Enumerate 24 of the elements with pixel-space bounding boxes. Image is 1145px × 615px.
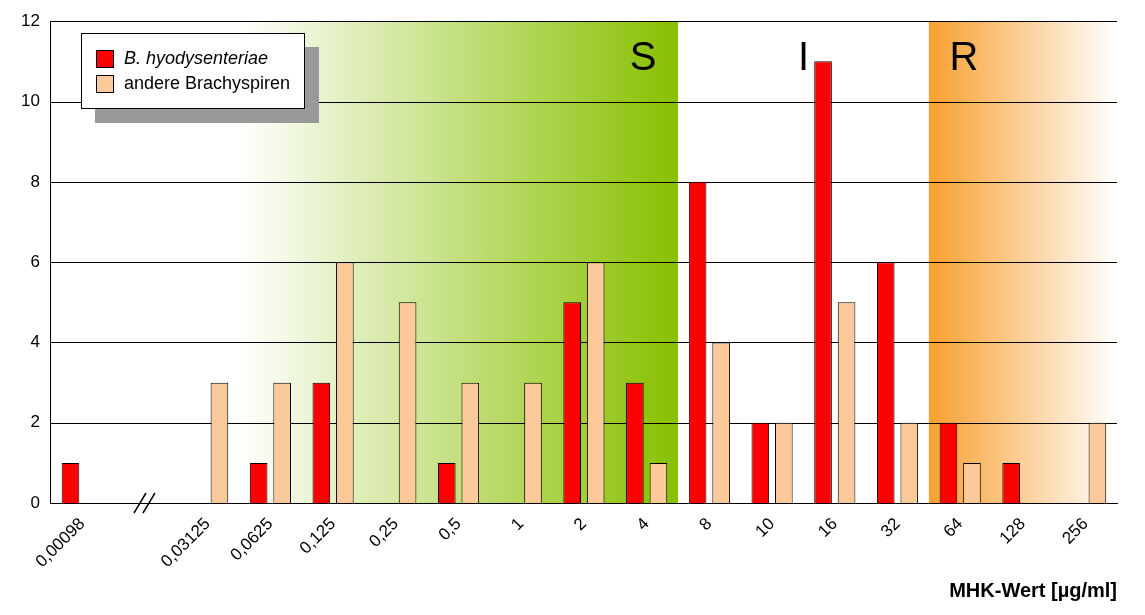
x-tick-label: 128 <box>995 514 1030 548</box>
x-tick-label: 256 <box>1058 514 1092 548</box>
band-label: S <box>629 34 657 79</box>
y-tick-label: 12 <box>20 10 40 30</box>
x-tick-label: 0,5 <box>434 514 465 545</box>
x-tick-label: 32 <box>876 514 904 541</box>
y-tick-label: 6 <box>30 251 40 271</box>
x-tick-label: 8 <box>695 514 716 535</box>
legend-label: andere Brachyspiren <box>123 73 291 95</box>
x-tick-label: 10 <box>751 514 779 541</box>
y-tick-label: 0 <box>30 492 40 512</box>
y-tick-label: 2 <box>30 412 40 432</box>
annotation: I <box>797 34 810 79</box>
legend-label: B. hyodysenteriae <box>123 48 268 70</box>
x-tick-label: 2 <box>569 514 591 535</box>
x-tick-label: 4 <box>632 514 653 535</box>
y-tick-label: 8 <box>30 171 40 191</box>
x-tick-label: 64 <box>939 514 967 541</box>
x-axis-title: MHK-Wert [µg/ml] <box>949 578 1117 601</box>
y-tick-label: 10 <box>20 91 40 111</box>
y-tick-label: 4 <box>30 332 40 352</box>
x-tick-label: 1 <box>507 514 528 535</box>
band-label: R <box>949 34 979 79</box>
x-tick-label: 16 <box>814 514 841 541</box>
